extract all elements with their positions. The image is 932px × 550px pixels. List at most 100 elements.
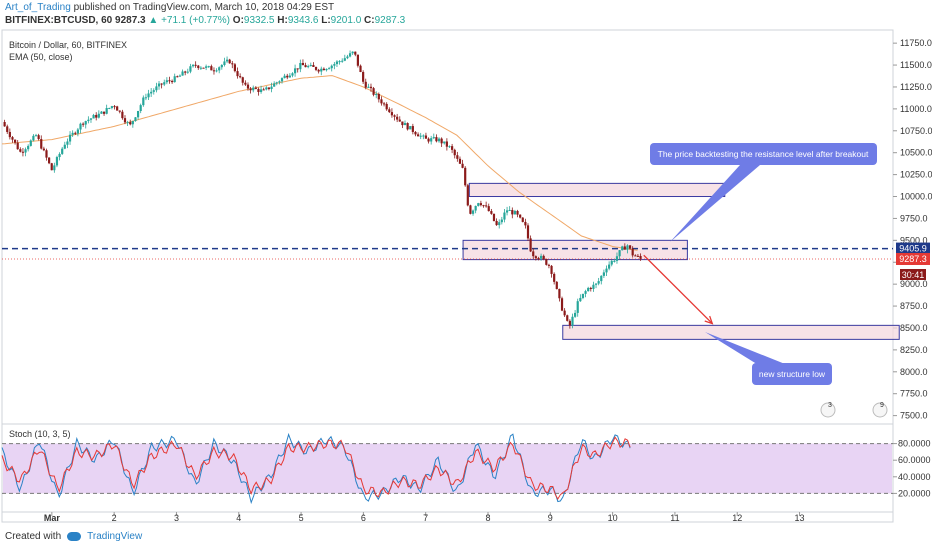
candle-body (435, 137, 438, 142)
candle-body (82, 123, 85, 125)
candle-body (461, 163, 464, 168)
author-link[interactable]: Art_of_Trading (5, 2, 71, 13)
candle-body (443, 141, 446, 144)
candle-body (202, 67, 205, 69)
candle-body (165, 80, 168, 83)
candle-body (6, 126, 9, 132)
candle-body (406, 123, 409, 130)
candle-body (317, 69, 320, 72)
y-tick-label: 9500.0 (900, 235, 928, 245)
candle-body (414, 131, 417, 135)
candle-body (71, 132, 74, 135)
candle-body (95, 114, 98, 118)
footer-brand[interactable]: TradingView (87, 531, 143, 542)
candle-body (100, 111, 103, 114)
candle-body (320, 68, 323, 72)
candle-body (500, 219, 503, 223)
event-flag-icon (820, 402, 836, 418)
callout-box (650, 143, 877, 165)
candle-body (505, 210, 509, 213)
candle-body (121, 111, 124, 119)
chart-canvas[interactable]: Mar 2 3 4 5 6 7 8 9 10 11 12 13 7500.0 7750.0 8000.0 825… (0, 0, 932, 530)
x-tick-label: 2 (112, 513, 117, 523)
x-tick-label: 13 (795, 513, 805, 523)
candle-body (246, 84, 250, 89)
x-tick-label: 9 (548, 513, 553, 523)
candle-body (212, 70, 216, 72)
candle-body (560, 298, 564, 311)
candle-body (293, 68, 297, 74)
x-tick-label: 6 (361, 513, 366, 523)
candle-body (594, 283, 598, 285)
price-change: ▲ +71.1 (+0.77%) (148, 15, 231, 26)
candle-body (618, 250, 621, 257)
candle-body (131, 121, 134, 125)
candle-body (534, 256, 537, 259)
candle-body (521, 217, 524, 222)
candle-body (474, 205, 477, 211)
candle-body (584, 291, 587, 294)
candle-body (259, 89, 263, 93)
candle-body (636, 255, 640, 257)
candle-body (341, 60, 344, 62)
stoch-band (3, 443, 892, 494)
symbol-name: BITFINEX:BTCUSD, 60 (5, 15, 113, 26)
candle-body (356, 54, 360, 66)
x-tick-label: Mar (44, 513, 61, 523)
candle-body (416, 134, 420, 137)
callout-pointer (670, 165, 760, 242)
candle-body (490, 211, 493, 214)
candle-body (432, 137, 435, 139)
candle-body (377, 93, 380, 100)
candle-body (369, 86, 373, 89)
candle-body (74, 132, 77, 134)
candle-body (437, 138, 441, 142)
candle-body (314, 66, 318, 70)
candle-body (220, 64, 223, 68)
candle-body (244, 82, 247, 85)
zone-box (462, 239, 688, 261)
candle-body (210, 66, 213, 71)
candle-body (532, 251, 535, 257)
candle-body (58, 153, 61, 158)
candle-body (396, 116, 399, 120)
candle-body (176, 76, 179, 78)
candle-body (267, 87, 271, 90)
callout-pointer (705, 332, 790, 366)
candle-body (286, 75, 289, 78)
candle-body (600, 275, 603, 282)
zone-box (468, 182, 726, 198)
footer: Created with TradingView (5, 531, 142, 542)
candle-body (129, 122, 132, 125)
candle-body (464, 167, 467, 186)
candle-body (102, 111, 106, 114)
candle-body (63, 144, 66, 149)
candle-body (456, 155, 459, 159)
candle-body (48, 157, 51, 164)
candle-body (542, 255, 545, 260)
candle-body (134, 117, 137, 122)
open-label: O: (232, 15, 244, 26)
candle-body (348, 53, 352, 57)
candle-body (409, 126, 412, 130)
candle-body (207, 66, 210, 68)
y-tick-label: 11000.0 (900, 104, 932, 114)
candle-body (181, 71, 184, 76)
stoch-tick-label: 80.0000 (898, 439, 931, 449)
x-tick-label: 4 (236, 513, 241, 523)
candle-body (333, 64, 336, 66)
candle-body (79, 123, 82, 130)
high-label: H: (277, 15, 288, 26)
candle-body (621, 246, 624, 251)
candle-body (631, 248, 634, 256)
candle-body (328, 68, 331, 70)
candle-body (513, 210, 517, 215)
candle-body (307, 66, 310, 68)
candle-body (231, 63, 234, 65)
candle-body (401, 121, 404, 126)
candle-body (205, 66, 208, 68)
candle-body (545, 259, 548, 265)
candle-body (615, 256, 619, 261)
candle-body (254, 87, 257, 89)
candle-body (97, 113, 100, 118)
